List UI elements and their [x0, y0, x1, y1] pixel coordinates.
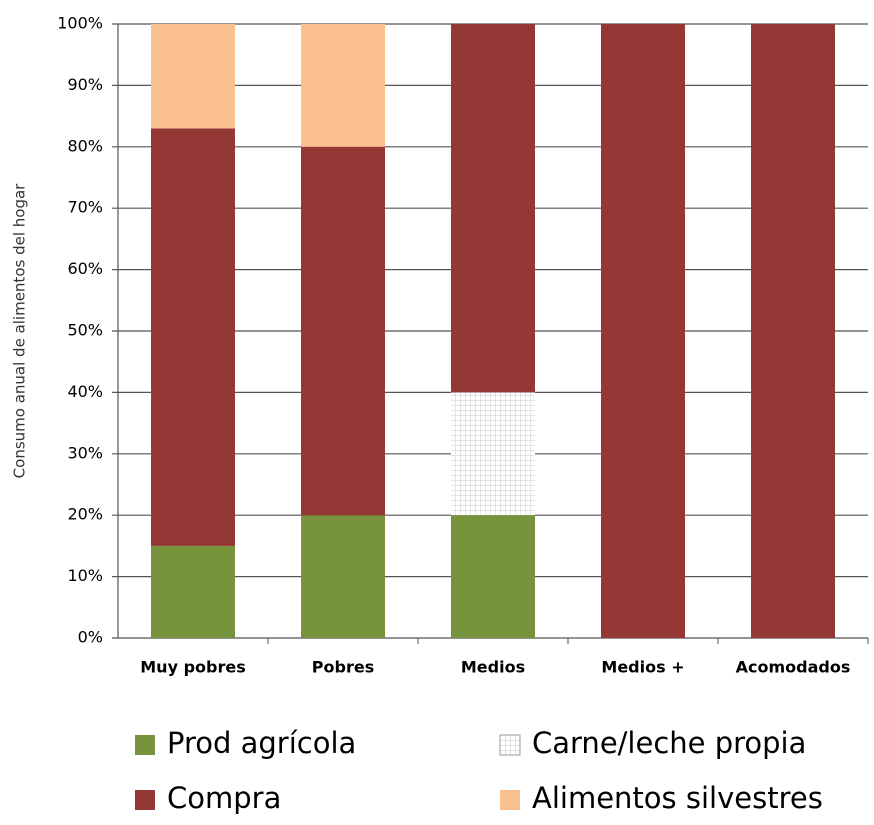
bar-segment	[751, 24, 835, 638]
y-axis-label: Consumo anual de alimentos del hogar	[11, 183, 29, 478]
y-tick-label: 40%	[67, 382, 103, 401]
bar-segment	[301, 146, 385, 516]
y-tick-label: 70%	[67, 198, 103, 217]
legend-swatch	[135, 790, 155, 810]
bar-segment	[151, 545, 235, 638]
y-tick-label: 10%	[67, 566, 103, 585]
x-tick-label: Acomodados	[736, 658, 851, 677]
y-tick-label: 20%	[67, 505, 103, 524]
y-tick-label: 100%	[57, 14, 103, 33]
y-tick-label: 90%	[67, 75, 103, 94]
bar-segment	[451, 24, 535, 393]
legend-swatch	[500, 790, 520, 810]
legend-swatch	[499, 734, 521, 756]
x-tick-label: Pobres	[312, 658, 374, 677]
legend-label: Compra	[167, 781, 281, 815]
y-tick-label: 60%	[67, 259, 103, 278]
bar-segment	[601, 24, 685, 638]
bar-segment	[301, 515, 385, 638]
x-tick-label: Medios +	[601, 658, 684, 677]
legend-label: Prod agrícola	[167, 726, 356, 760]
legend-label: Carne/leche propia	[532, 726, 806, 760]
bar-segment	[451, 515, 535, 638]
legend-swatch	[135, 735, 155, 755]
legend-label: Alimentos silvestres	[532, 781, 823, 815]
x-tick-label: Muy pobres	[140, 658, 245, 677]
bar-segment	[151, 128, 235, 546]
bar-segment	[301, 24, 385, 147]
y-tick-label: 30%	[67, 443, 103, 462]
x-tick-label: Medios	[461, 658, 525, 677]
y-tick-label: 0%	[78, 628, 103, 647]
bar-segment	[151, 24, 235, 129]
bar-segment	[451, 392, 535, 516]
y-tick-label: 50%	[67, 321, 103, 340]
y-tick-label: 80%	[67, 136, 103, 155]
